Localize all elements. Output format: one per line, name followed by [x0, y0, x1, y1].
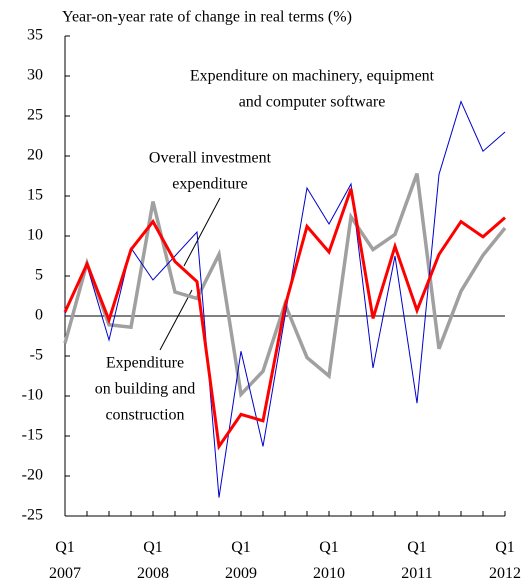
y-tick-label: 15 — [27, 187, 43, 204]
y-tick-label: -5 — [30, 347, 43, 364]
y-tick-label: -20 — [22, 467, 43, 484]
leader-line — [183, 197, 221, 267]
series-line — [63, 188, 506, 451]
series-line — [64, 100, 506, 498]
series-label: on building and — [95, 381, 195, 398]
series-label: Expenditure on machinery, equipment — [190, 68, 435, 85]
y-tick-label: -15 — [22, 427, 43, 444]
leader-line — [159, 289, 193, 351]
y-tick-label: 0 — [35, 307, 43, 324]
y-tick-label: 20 — [27, 147, 43, 164]
series-label: construction — [105, 407, 184, 424]
series-label: expenditure — [172, 176, 248, 193]
x-tick-label: Q1 2010 — [313, 539, 345, 582]
series-label: Overall investment — [149, 150, 272, 167]
y-axis-title: Year-on-year rate of change in real term… — [62, 9, 352, 26]
x-tick-label: Q1 2009 — [225, 539, 257, 582]
x-tick-label: Q1 2011 — [401, 539, 432, 582]
series-label: and computer software — [239, 94, 386, 111]
y-tick-label: 35 — [27, 27, 43, 44]
y-tick-label: -25 — [22, 507, 43, 524]
y-tick-label: -10 — [22, 387, 43, 404]
y-tick-label: 10 — [27, 227, 43, 244]
x-tick-label: Q1 2007 — [49, 539, 81, 582]
y-tick-label: 25 — [27, 107, 43, 124]
y-tick-label: 5 — [35, 267, 43, 284]
x-tick-label: Q1 2008 — [137, 539, 169, 582]
series-label: Expenditure — [106, 355, 184, 372]
y-tick-label: 30 — [27, 67, 43, 84]
x-tick-label: Q1 2012 — [489, 539, 521, 582]
